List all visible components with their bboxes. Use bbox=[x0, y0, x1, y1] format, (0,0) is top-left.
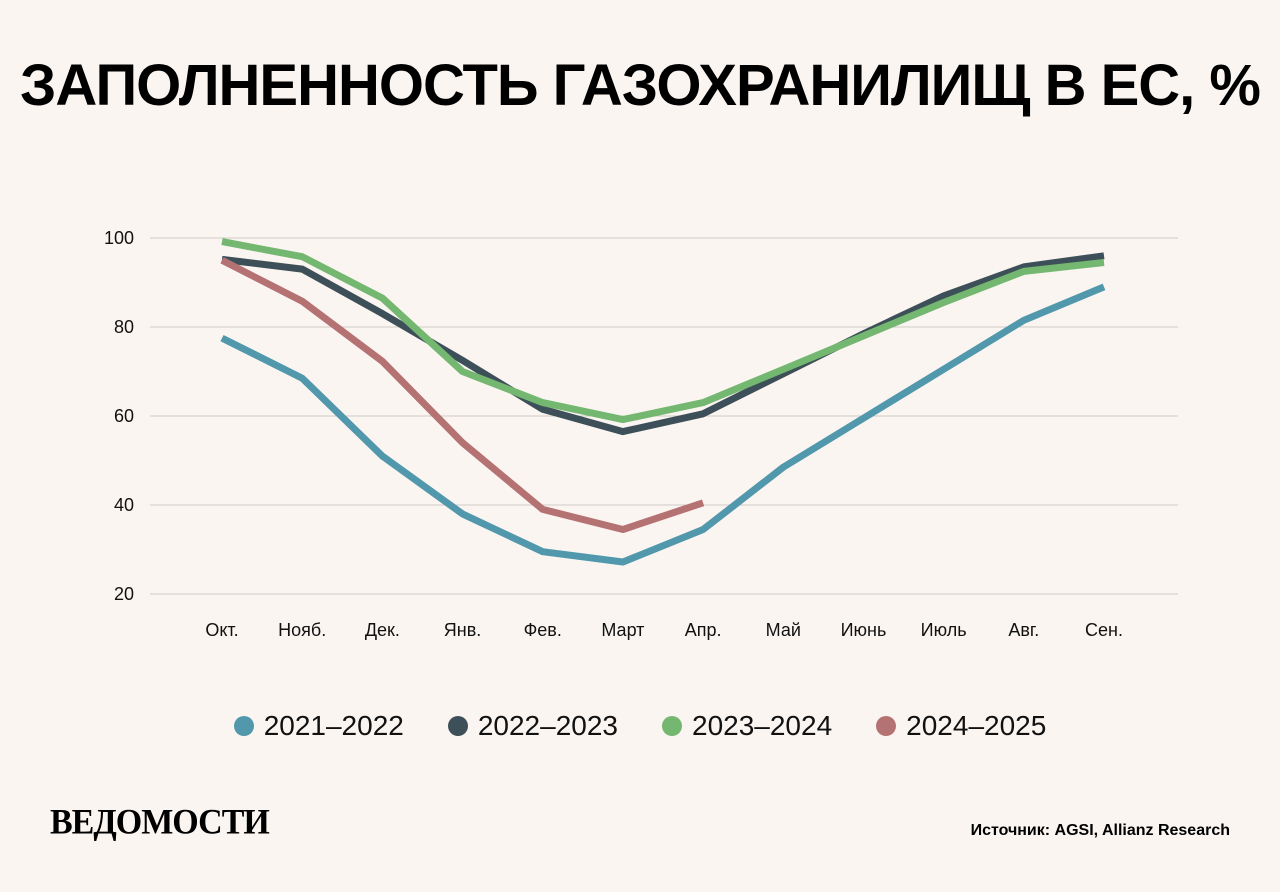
series-line-2022–2023 bbox=[221, 252, 1105, 436]
legend-marker-2021-2022 bbox=[233, 716, 254, 736]
legend-marker-2022-2023 bbox=[447, 716, 468, 736]
chart-title: ЗАПОЛНЕННОСТЬ ГАЗОХРАНИЛИЩ В ЕС, % bbox=[20, 53, 1261, 118]
source-note: Источник: AGSI, Allianz Research bbox=[970, 822, 1230, 839]
x-tick-label: Апр. bbox=[685, 620, 722, 640]
line-chart: 100 80 60 40 20 Окт. Нояб. Дек. Янв. Фев. Март Апр.… bbox=[104, 228, 1178, 640]
y-tick-label: 80 bbox=[114, 317, 134, 337]
legend-item-2021-2022[interactable]: 2021–2022 bbox=[233, 710, 404, 742]
y-tick-label: 20 bbox=[114, 584, 134, 604]
legend-marker-2024-2025 bbox=[876, 716, 897, 736]
x-tick-label: Дек. bbox=[365, 620, 400, 640]
x-tick-label: Фев. bbox=[524, 620, 562, 640]
x-tick-label: Март bbox=[601, 620, 644, 640]
legend-label-2022-2023: 2022–2023 bbox=[477, 710, 618, 741]
legend-item-2024-2025[interactable]: 2024–2025 bbox=[876, 710, 1046, 742]
series-line-2021–2022 bbox=[220, 283, 1106, 566]
x-tick-label: Июль bbox=[921, 620, 967, 640]
y-tick-label: 100 bbox=[104, 228, 134, 248]
x-tick-label: Май bbox=[766, 620, 801, 640]
legend: 2021–2022 2022–2023 2023–2024 2024–2025 bbox=[0, 710, 1280, 742]
legend-label-2023-2024: 2023–2024 bbox=[692, 710, 833, 741]
vedomosti-logo: ВЕДОМОСТИ bbox=[50, 803, 270, 842]
legend-marker-2023-2024 bbox=[662, 716, 682, 736]
series-line-2023–2024 bbox=[221, 238, 1105, 424]
legend-item-2022-2023[interactable]: 2022–2023 bbox=[447, 710, 618, 742]
y-tick-label: 40 bbox=[114, 495, 134, 515]
legend-label-2024-2025: 2024–2025 bbox=[906, 710, 1047, 741]
legend-label-2021-2022: 2021–2022 bbox=[263, 710, 404, 741]
x-tick-label: Окт. bbox=[205, 620, 238, 640]
x-tick-label: Янв. bbox=[444, 620, 482, 640]
legend-item-2023-2024[interactable]: 2023–2024 bbox=[662, 710, 832, 742]
x-tick-label: Июнь bbox=[841, 620, 887, 640]
x-tick-label: Нояб. bbox=[278, 620, 326, 640]
x-tick-label: Сен. bbox=[1085, 620, 1123, 640]
x-tick-label: Авг. bbox=[1008, 620, 1039, 640]
series-line-2024–2025 bbox=[220, 257, 705, 533]
y-tick-label: 60 bbox=[114, 406, 134, 426]
